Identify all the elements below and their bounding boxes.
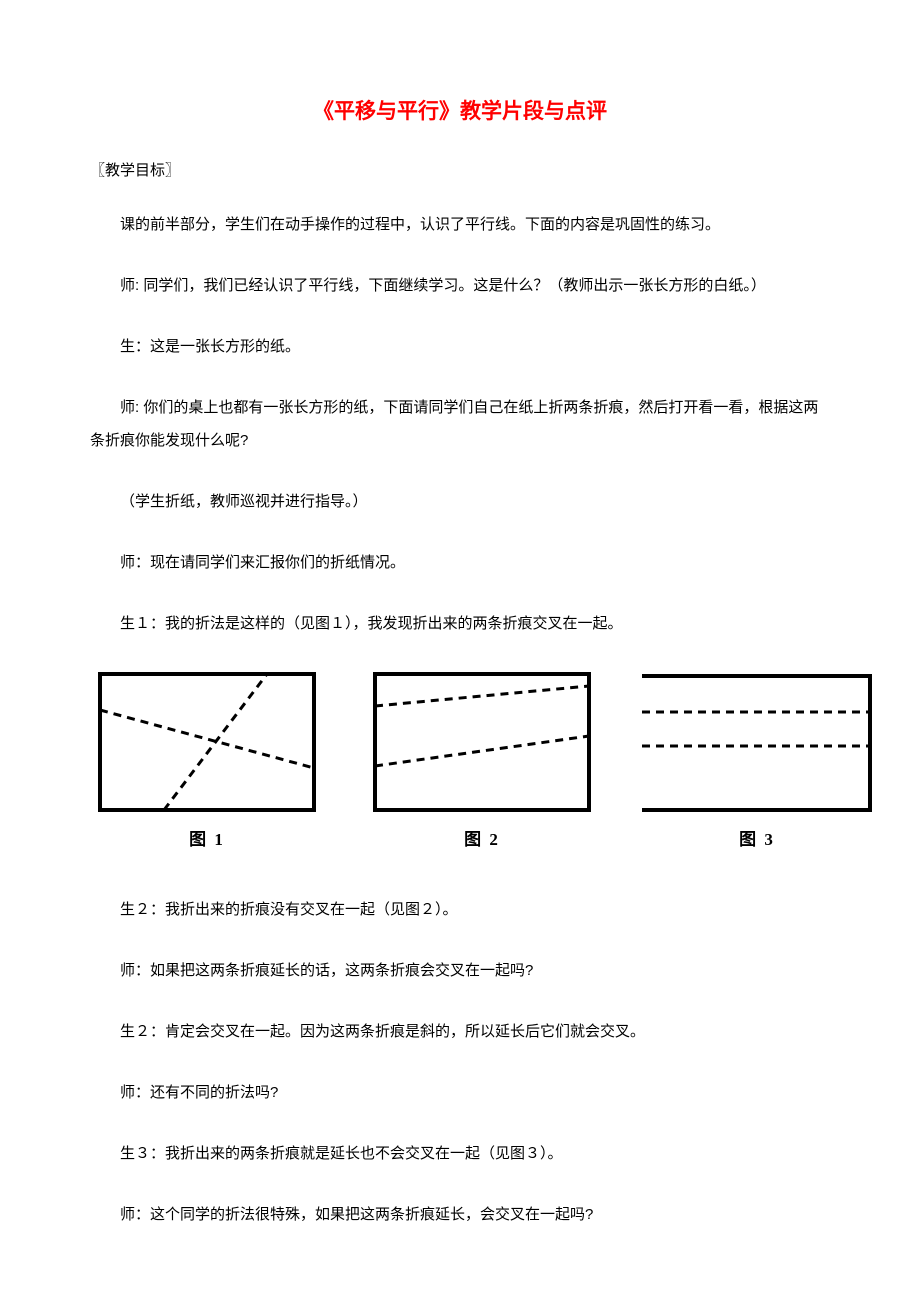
para-teacher-4: 师：如果把这两条折痕延长的话，这两条折痕会交叉在一起吗? — [90, 954, 830, 987]
figure-2-label: 图 2 — [464, 826, 500, 853]
figure-1-line-b — [164, 674, 267, 810]
figure-1-svg — [92, 668, 322, 818]
figure-3-svg — [642, 668, 872, 818]
para-action-1: （学生折纸，教师巡视并进行指导。） — [90, 485, 830, 518]
para-student-2: 生１：我的折法是这样的（见图１），我发现折出来的两条折痕交叉在一起。 — [90, 607, 830, 640]
para-student-5: 生３：我折出来的两条折痕就是延长也不会交叉在一起（见图３）。 — [90, 1137, 830, 1170]
figure-1: 图 1 — [92, 668, 322, 853]
para-intro: 课的前半部分，学生们在动手操作的过程中，认识了平行线。下面的内容是巩固性的练习。 — [90, 208, 830, 241]
section-label: 〖教学目标〗 — [90, 159, 830, 183]
para-student-1: 生：这是一张长方形的纸。 — [90, 330, 830, 363]
figure-1-line-a — [100, 710, 314, 768]
page-title: 《平移与平行》教学片段与点评 — [90, 95, 830, 129]
figure-1-label: 图 1 — [189, 826, 225, 853]
figure-2-svg — [367, 668, 597, 818]
figure-2-line-a — [375, 686, 589, 706]
para-teacher-6: 师：这个同学的折法很特殊，如果把这两条折痕延长，会交叉在一起吗? — [90, 1198, 830, 1231]
figure-2-line-b — [375, 736, 589, 766]
figure-3-label: 图 3 — [739, 826, 775, 853]
para-teacher-3: 师：现在请同学们来汇报你们的折纸情况。 — [90, 546, 830, 579]
para-teacher-2: 师: 你们的桌上也都有一张长方形的纸，下面请同学们自己在纸上折两条折痕，然后打开… — [90, 391, 830, 457]
para-teacher-1: 师: 同学们，我们已经认识了平行线，下面继续学习。这是什么？（教师出示一张长方形… — [90, 269, 830, 302]
figure-1-rect — [100, 674, 314, 810]
figure-3: 图 3 — [642, 668, 872, 853]
para-student-4: 生２：肯定会交叉在一起。因为这两条折痕是斜的，所以延长后它们就会交叉。 — [90, 1015, 830, 1048]
para-student-3: 生２：我折出来的折痕没有交叉在一起（见图２）。 — [90, 893, 830, 926]
figure-row: 图 1 图 2 图 3 — [90, 668, 920, 853]
para-teacher-5: 师：还有不同的折法吗? — [90, 1076, 830, 1109]
figure-2: 图 2 — [367, 668, 597, 853]
